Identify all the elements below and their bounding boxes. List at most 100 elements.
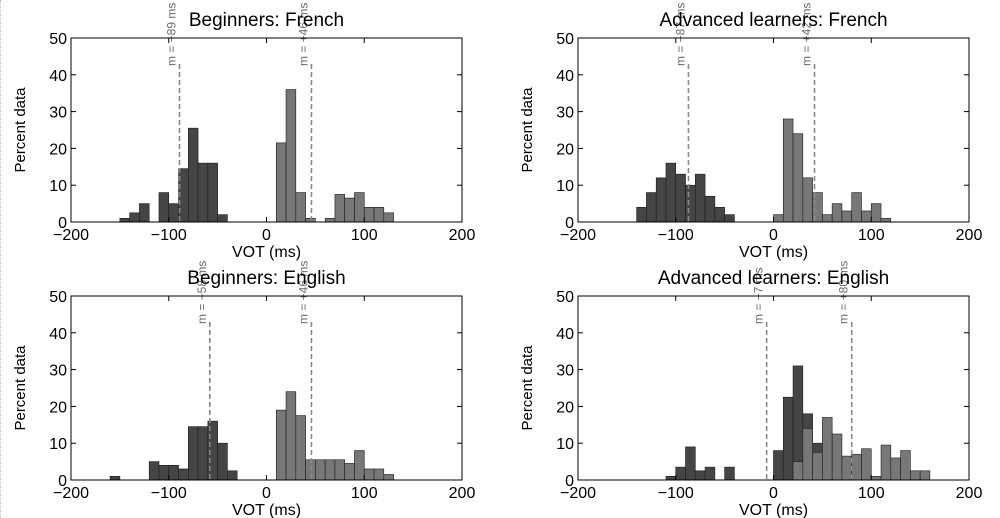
- y-tick-label: 30: [49, 363, 67, 380]
- x-tick-label: −200: [53, 485, 89, 502]
- x-tick-label: 200: [956, 227, 983, 244]
- histogram-bar: [197, 426, 209, 481]
- histogram-bar: [773, 214, 784, 223]
- histogram-bar: [714, 206, 725, 223]
- x-tick-label: −100: [151, 485, 187, 502]
- y-tick-label: 20: [49, 141, 67, 158]
- x-tick-label: −200: [560, 485, 596, 502]
- histogram-bar: [168, 464, 179, 481]
- histogram-bar: [354, 450, 365, 481]
- y-tick-label: 0: [565, 215, 574, 232]
- histogram-bar: [694, 470, 706, 481]
- histogram-bar: [285, 89, 297, 223]
- y-tick-label: 50: [556, 31, 574, 48]
- y-axis-label: Percent data: [519, 87, 536, 173]
- histogram-bar: [773, 450, 784, 481]
- histogram-bar: [119, 218, 130, 223]
- histogram-bar: [694, 173, 706, 223]
- y-axis-label: Percent data: [12, 345, 29, 431]
- y-tick-label: 0: [58, 473, 67, 490]
- mean-label: m = +46 ms: [296, 3, 310, 66]
- y-tick-label: 20: [556, 399, 574, 416]
- histogram-bar: [217, 442, 228, 481]
- y-tick-label: 50: [49, 289, 67, 306]
- x-tick-label: 0: [769, 485, 778, 502]
- y-tick-label: 0: [565, 473, 574, 490]
- chart-panel: m = −7 ms m = +80 ms−200 −100 0 100 200010203…: [519, 261, 982, 518]
- x-tick-label: −100: [151, 227, 187, 244]
- x-axis-label: VOT (ms): [232, 502, 301, 518]
- histogram-bar: [792, 461, 804, 481]
- y-tick-label: 10: [49, 436, 67, 453]
- histogram-bar: [724, 214, 735, 223]
- mean-label: m = −87 ms: [673, 3, 687, 66]
- histogram-bar: [704, 195, 716, 223]
- histogram-bar: [880, 444, 892, 481]
- histogram-bar: [383, 474, 394, 481]
- x-tick-label: 200: [449, 485, 476, 502]
- histogram-bar: [880, 218, 892, 223]
- histogram-bar: [158, 464, 170, 481]
- histogram-bar: [675, 173, 686, 223]
- histogram-bar: [344, 197, 355, 223]
- histogram-bar: [315, 459, 326, 481]
- y-tick-label: 10: [556, 178, 574, 195]
- y-tick-label: 30: [49, 105, 67, 122]
- histogram-bar: [285, 391, 297, 481]
- histogram-bar: [841, 210, 852, 223]
- histogram-bar: [129, 212, 140, 223]
- y-tick-label: 10: [556, 436, 574, 453]
- histogram-bar: [812, 452, 823, 481]
- y-tick-label: 40: [49, 68, 67, 85]
- x-tick-label: 0: [769, 227, 778, 244]
- histogram-bar: [354, 192, 365, 223]
- histogram-bar: [188, 426, 199, 481]
- y-tick-label: 40: [556, 326, 574, 343]
- histogram-bar: [324, 459, 336, 481]
- chart-panel: m = −87 ms m = +42 ms −200 −100 0 100 200 0 10 20…: [519, 3, 982, 261]
- histogram-bar: [851, 192, 862, 223]
- histogram-bar: [822, 417, 833, 481]
- histogram-bar: [227, 470, 238, 481]
- histogram-bar: [636, 206, 647, 223]
- x-tick-label: 100: [351, 227, 378, 244]
- histogram-bar: [665, 162, 677, 223]
- x-tick-label: 200: [449, 227, 476, 244]
- histogram-bar: [851, 453, 862, 481]
- y-axis-label: Percent data: [12, 87, 29, 173]
- mean-label: m = +46 ms: [296, 261, 310, 324]
- histogram-bar: [334, 459, 345, 481]
- histogram-bar: [305, 459, 316, 481]
- x-tick-label: 100: [858, 227, 885, 244]
- y-tick-label: 40: [49, 326, 67, 343]
- histogram-bar: [324, 218, 336, 223]
- plot-frame: [70, 37, 463, 223]
- histogram-bar: [890, 457, 901, 481]
- y-tick-label: 0: [58, 215, 67, 232]
- histogram-bar: [158, 192, 170, 223]
- x-tick-label: −200: [560, 227, 596, 244]
- histogram-bar: [841, 455, 852, 481]
- histogram-bar: [188, 127, 199, 223]
- histogram-bar: [792, 133, 804, 223]
- y-tick-label: 20: [49, 399, 67, 416]
- histogram-bar: [900, 450, 911, 481]
- histogram-bar: [802, 177, 813, 223]
- plot-frame: [577, 37, 970, 223]
- histogram-bar: [870, 476, 882, 481]
- histogram-bar: [655, 177, 667, 223]
- x-tick-label: 100: [351, 485, 378, 502]
- chart-title: Advanced learners: French: [659, 10, 887, 31]
- x-tick-label: −200: [53, 227, 89, 244]
- x-axis-label: VOT (ms): [232, 244, 301, 261]
- y-tick-label: 50: [556, 289, 574, 306]
- histogram-bar: [646, 192, 657, 223]
- histogram-bar: [363, 206, 375, 223]
- histogram-bar: [217, 214, 228, 223]
- x-axis-label: VOT (ms): [739, 244, 808, 261]
- histogram-bar: [207, 162, 218, 223]
- y-tick-label: 20: [556, 141, 574, 158]
- y-axis-label: Percent data: [519, 345, 536, 431]
- histogram-bar: [675, 466, 686, 481]
